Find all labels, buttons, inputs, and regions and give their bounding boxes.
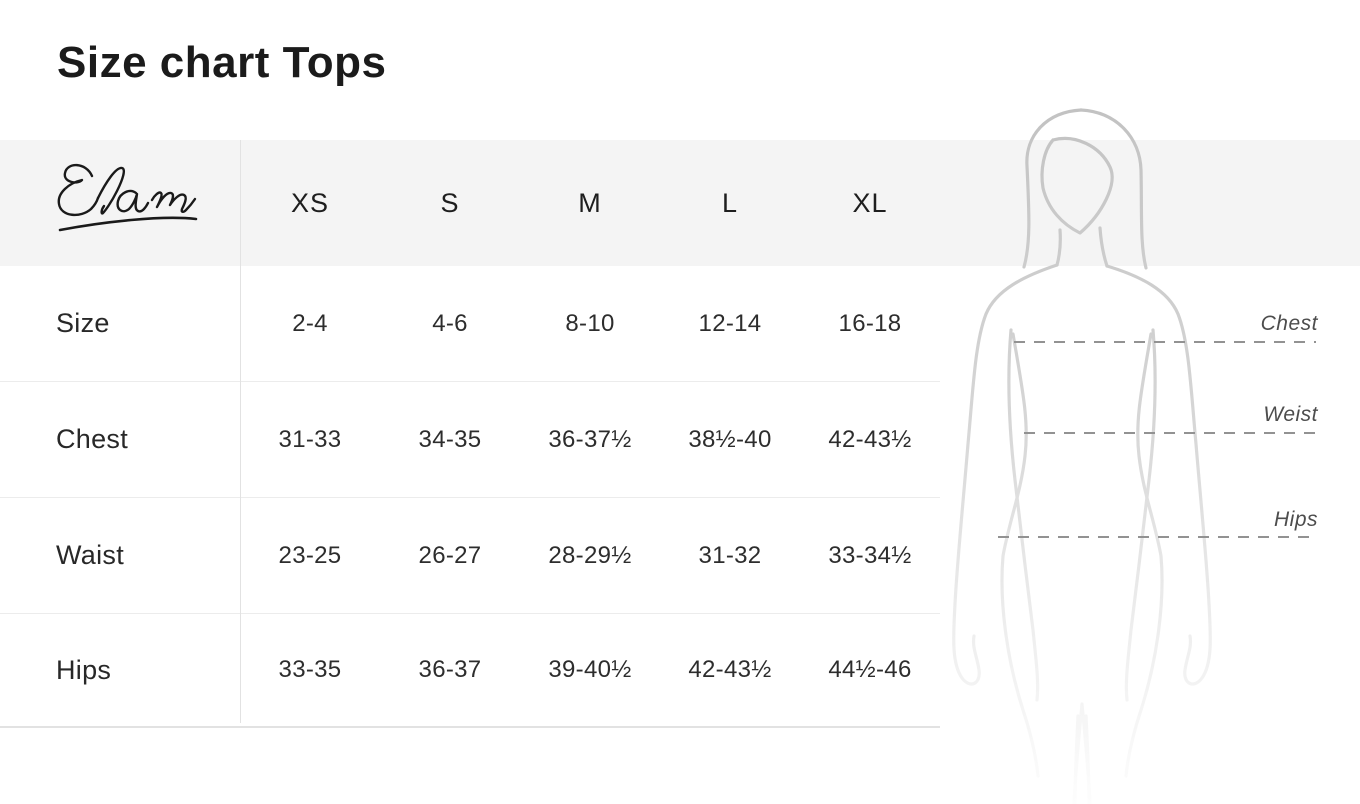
row-label-chest: Chest bbox=[56, 424, 129, 454]
table-cell: 31-32 bbox=[698, 541, 762, 569]
table-cell: 33-35 bbox=[278, 656, 342, 683]
table-cell: 12-14 bbox=[698, 309, 762, 337]
table-cell: 42-43½ bbox=[688, 656, 772, 683]
table-cell: 31-33 bbox=[278, 425, 342, 453]
figure-label-weist: Weist bbox=[1263, 403, 1318, 426]
woman-silhouette-icon bbox=[952, 108, 1212, 804]
row-label-waist: Waist bbox=[56, 540, 124, 570]
table-cell: 4-6 bbox=[432, 309, 468, 337]
table-cell: 44½-46 bbox=[828, 656, 912, 683]
brand-name: Elan bbox=[0, 140, 1, 141]
table-cell: 16-18 bbox=[838, 309, 902, 337]
table-row-hips: Hips 33-35 36-37 39-40½ 42-43½ 44½-46 bbox=[0, 614, 940, 728]
table-cell: 38½-40 bbox=[688, 425, 772, 453]
table-cell: 42-43½ bbox=[828, 425, 912, 453]
table-cell: 2-4 bbox=[292, 309, 328, 337]
row-label-hips: Hips bbox=[56, 654, 112, 685]
table-cell: 36-37 bbox=[418, 656, 482, 683]
table-cell: 8-10 bbox=[565, 309, 615, 337]
table-cell: 23-25 bbox=[278, 541, 342, 569]
table-header-row: Elan XS S M L XL bbox=[0, 140, 940, 266]
table-row-size: Size 2-4 4-6 8-10 12-14 16-18 bbox=[0, 266, 940, 382]
table-cell: 36-37½ bbox=[548, 425, 632, 453]
table-row-chest: Chest 31-33 34-35 36-37½ 38½-40 42-43½ bbox=[0, 382, 940, 498]
table-row-waist: Waist 23-25 26-27 28-29½ 31-32 33-34½ bbox=[0, 498, 940, 614]
size-col-header-xl: XL bbox=[852, 187, 888, 218]
size-col-header-l: L bbox=[721, 187, 739, 218]
size-col-header-s: S bbox=[440, 187, 460, 218]
row-label-size: Size bbox=[56, 308, 110, 338]
table-cell: 39-40½ bbox=[548, 656, 632, 683]
table-header-band bbox=[0, 140, 1360, 266]
size-table: Elan XS S M L XL Size 2-4 4-6 bbox=[0, 140, 940, 728]
table-cell: 28-29½ bbox=[548, 541, 632, 569]
body-measurement-figure bbox=[952, 108, 1316, 804]
size-col-header-m: M bbox=[578, 187, 602, 218]
page-title: Size chart Tops bbox=[57, 38, 387, 87]
elan-signature-icon bbox=[57, 163, 198, 232]
table-cell: 34-35 bbox=[418, 425, 482, 453]
table-cell: 26-27 bbox=[418, 541, 482, 569]
figure-label-chest: Chest bbox=[1260, 312, 1318, 335]
measurement-dashed-lines bbox=[998, 341, 1316, 538]
figure-label-hips: Hips bbox=[1273, 508, 1318, 531]
size-col-header-xs: XS bbox=[290, 187, 330, 218]
table-column-divider bbox=[240, 140, 241, 723]
table-cell: 33-34½ bbox=[828, 541, 912, 569]
elan-logo: Elan bbox=[0, 140, 240, 266]
